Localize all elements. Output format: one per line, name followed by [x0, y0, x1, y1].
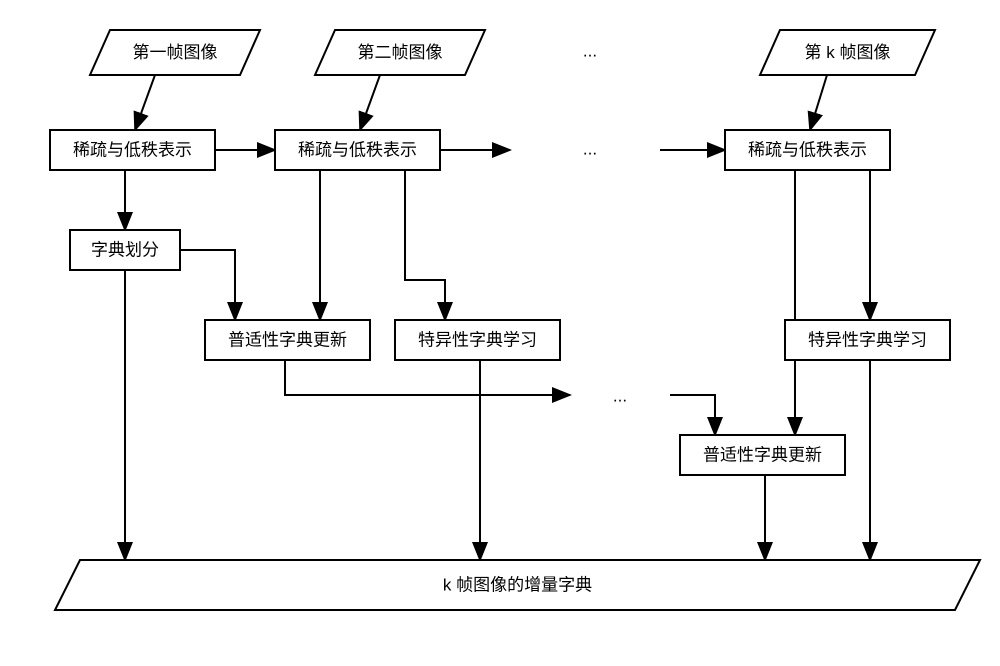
label-n_dp: 字典划分: [91, 240, 159, 259]
nodes-group: 第一帧图像 第二帧图像 第 k 帧图像稀疏与低秩表示 稀疏与低秩表示 稀疏与低秩表示字典…: [50, 30, 980, 610]
node-n_fk: 第 k 帧图像: [760, 30, 935, 75]
edge-n_fk-n_sk: [810, 75, 827, 130]
edge-e3-n_uuk: [670, 395, 715, 435]
label-n_fk: 第 k 帧图像: [805, 43, 891, 62]
edge-n_s2-n_sl2: [405, 170, 445, 320]
ellipsis-e3: ...: [613, 386, 627, 405]
ellipsis-e2: ...: [583, 139, 597, 158]
node-n_sl2: 特异性字典学习: [395, 320, 560, 360]
node-n_f1: 第一帧图像: [90, 30, 260, 75]
label-n_uu2: 普适性字典更新: [228, 330, 347, 349]
label-n_s2: 稀疏与低秩表示: [298, 140, 417, 159]
node-n_f2: 第二帧图像: [315, 30, 485, 75]
label-n_slk: 特异性字典学习: [808, 330, 927, 349]
label-n_f2: 第二帧图像: [358, 43, 443, 62]
edge-n_f2-n_s2: [360, 75, 380, 130]
node-n_uuk: 普适性字典更新: [680, 435, 845, 475]
edge-n_f1-n_s1: [135, 75, 155, 130]
node-n_sk: 稀疏与低秩表示: [725, 130, 890, 170]
node-n_s1: 稀疏与低秩表示: [50, 130, 215, 170]
label-n_sk: 稀疏与低秩表示: [748, 140, 867, 159]
label-n_s1: 稀疏与低秩表示: [73, 140, 192, 159]
node-n_slk: 特异性字典学习: [785, 320, 950, 360]
node-n_out: k 帧图像的增量字典: [55, 560, 980, 610]
label-n_out: k 帧图像的增量字典: [443, 575, 592, 594]
ellipsis-e1: ...: [583, 41, 597, 60]
edge-n_uu2-e3: [285, 360, 570, 395]
node-n_s2: 稀疏与低秩表示: [275, 130, 440, 170]
node-n_uu2: 普适性字典更新: [205, 320, 370, 360]
node-n_dp: 字典划分: [70, 230, 180, 270]
label-n_sl2: 特异性字典学习: [418, 330, 537, 349]
edge-n_dp-n_uu2: [180, 250, 235, 320]
label-n_uuk: 普适性字典更新: [703, 445, 822, 464]
label-n_f1: 第一帧图像: [133, 43, 218, 62]
